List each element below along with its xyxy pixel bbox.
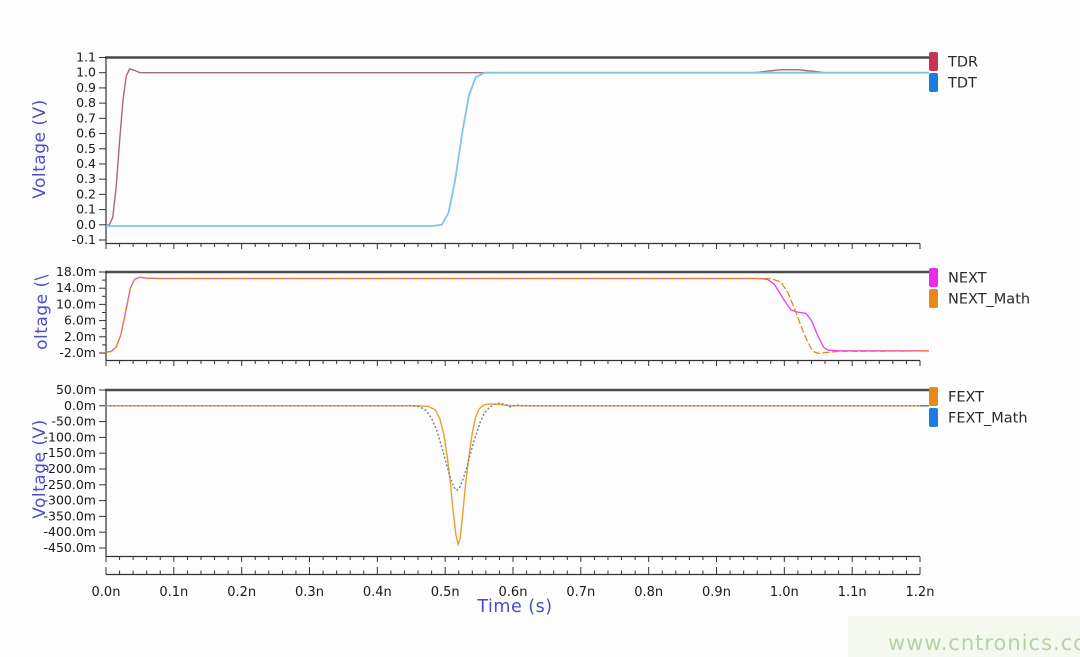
x-tick-label: 1.2n (906, 585, 935, 600)
series-TDT (106, 71, 920, 227)
panel-3: 50.0m0.0m-50.0m-100.0m-150.0m-200.0m-250… (44, 382, 1028, 562)
y-tick-label: 18.0m (56, 264, 96, 279)
x-tick-label: 0.1n (159, 585, 188, 600)
series-NEXT (105, 276, 920, 353)
y-tick-label: 0.0 (76, 217, 96, 232)
y-tick-label: 0.7 (76, 110, 96, 125)
y-tick-label: 0.6 (76, 126, 96, 141)
x-tick-label: 0.3n (295, 585, 324, 600)
legend-item-tdt[interactable]: TDT (929, 73, 977, 92)
y-tick-label: 0.3 (76, 171, 96, 186)
series-TDR (105, 68, 920, 227)
legend-swatch-fext_math (929, 408, 938, 427)
y-tick-label: 0.0m (64, 398, 96, 413)
y-tick-label: -250.0m (44, 477, 96, 492)
y-tick-label: 0.4 (76, 156, 96, 171)
x-tick-label: 0.6n (499, 585, 528, 600)
series-FEXT_Math (105, 402, 921, 492)
y-tick-label: 14.0m (56, 280, 96, 295)
x-tick-label: 1.0n (770, 585, 799, 600)
series-FEXT (106, 403, 920, 547)
legend-item-tdr[interactable]: TDR (929, 52, 978, 71)
y-tick-label: -100.0m (44, 429, 96, 444)
legend-swatch-tdt (929, 73, 938, 92)
legend-item-fext[interactable]: FEXT (929, 387, 984, 406)
y-tick-label: -350.0m (44, 508, 96, 523)
y-tick-label: -400.0m (44, 524, 96, 539)
legend-item-fext_math[interactable]: FEXT_Math (929, 408, 1028, 427)
y-axis-title-panel3: Voltage (V) (30, 419, 50, 519)
x-axis-scale: 0.0n 0.1n 0.2n 0.3n 0.4n 0.5n 0.6n 0.7n 0.8n 0.9n… (92, 567, 935, 600)
legend-label: NEXT_Math (948, 292, 1030, 308)
y-tick-label: 0.9 (76, 80, 96, 95)
legend-item-next[interactable]: NEXT (929, 268, 987, 287)
y-tick-label: 2.0m (64, 329, 96, 344)
y-tick-label: 1.1 (76, 50, 96, 65)
x-axis-title: Time (s) (477, 597, 553, 617)
legend-swatch-tdr (929, 52, 938, 71)
watermark: www.cntronics.com (888, 631, 1080, 655)
legend-swatch-fext (929, 387, 938, 406)
y-tick-label: -0.1 (72, 232, 96, 247)
legend-swatch-next (929, 268, 938, 287)
x-tick-label: 0.2n (227, 585, 256, 600)
y-tick-label: -300.0m (44, 493, 96, 508)
y-tick-label: 50.0m (56, 382, 96, 397)
x-tick-label: 0.4n (363, 585, 392, 600)
y-tick-label: 0.5 (76, 141, 96, 156)
x-tick-label: 0.5n (431, 585, 460, 600)
legend-label: FEXT (948, 390, 984, 406)
series-NEXT_Math (105, 276, 921, 355)
x-tick-label: 0.8n (634, 585, 663, 600)
x-tick-label: 0.7n (566, 585, 595, 600)
legend-label: FEXT_Math (948, 411, 1028, 427)
watermark-background (848, 616, 1080, 657)
x-tick-label: 0.0n (92, 585, 121, 600)
y-tick-label: 0.2 (76, 186, 96, 201)
legend-item-next_math[interactable]: NEXT_Math (929, 289, 1030, 308)
legend-label: NEXT (948, 271, 987, 287)
y-tick-label: -150.0m (44, 445, 96, 460)
y-tick-label: -450.0m (44, 540, 96, 555)
y-tick-label: 1.0 (76, 65, 96, 80)
y-tick-label: 0.1 (76, 202, 96, 217)
y-tick-label: 0.8 (76, 95, 96, 110)
y-tick-label: 6.0m (64, 313, 96, 328)
y-tick-label: -2.0m (59, 345, 96, 360)
legend-label: TDT (947, 76, 977, 92)
y-tick-label: 10.0m (56, 296, 96, 311)
panel-1: 1.11.00.90.80.70.60.50.40.30.20.10.0-0.1… (72, 50, 978, 249)
x-tick-label: 0.9n (702, 585, 731, 600)
y-tick-label: -200.0m (44, 461, 96, 476)
x-tick-label: 1.1n (838, 585, 867, 600)
legend-swatch-next_math (929, 289, 938, 308)
legend-label: TDR (947, 55, 978, 71)
y-tick-label: -50.0m (51, 414, 96, 429)
